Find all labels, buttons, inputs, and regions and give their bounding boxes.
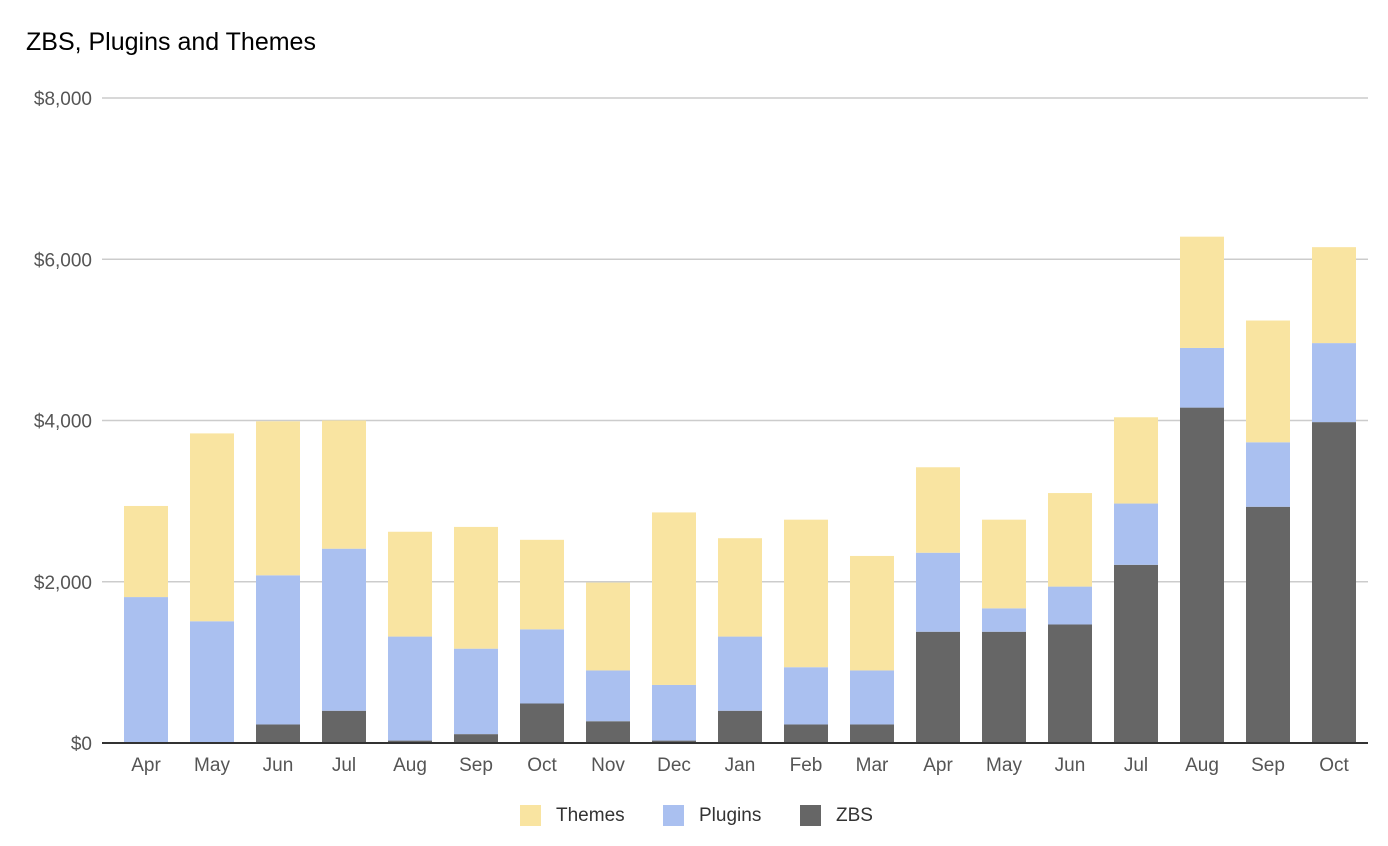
bar-zbs-sep-17: [1246, 506, 1290, 743]
x-tick-label: Jan: [725, 755, 756, 776]
bar-themes-jan-9: [718, 538, 762, 637]
bar-zbs-jun-14: [1048, 624, 1092, 743]
bar-plugins-jun-2: [256, 575, 300, 725]
bar-themes-sep-5: [454, 526, 498, 649]
x-tick-label: Sep: [1251, 755, 1285, 776]
legend-swatch-zbs: [800, 805, 821, 826]
x-axis-tick-labels: Apr May Jun Jul Aug Sep Oct Nov Dec Jan Feb Mar Apr M…: [131, 755, 1349, 776]
bar-zbs-jun-2: [256, 724, 300, 743]
legend-item-themes: Themes: [520, 805, 625, 826]
x-tick-label: Aug: [393, 755, 427, 776]
bar-plugins-may-1: [190, 621, 234, 743]
chart-title: ZBS, Plugins and Themes: [26, 28, 316, 56]
x-tick-label: May: [986, 755, 1022, 776]
bar-zbs-oct-6: [520, 703, 564, 743]
bar-themes-jun-2: [256, 421, 300, 576]
bar-plugins-sep-5: [454, 648, 498, 735]
x-tick-label: Feb: [790, 755, 823, 776]
legend-label-themes: Themes: [556, 805, 625, 826]
x-tick-label: Aug: [1185, 755, 1219, 776]
bar-plugins-aug-16: [1180, 347, 1224, 408]
x-tick-label: Nov: [591, 755, 625, 776]
bar-themes-nov-7: [586, 582, 630, 671]
legend-item-zbs: ZBS: [800, 805, 873, 826]
legend: Themes Plugins ZBS: [520, 805, 873, 826]
bar-plugins-aug-4: [388, 636, 432, 741]
bar-zbs-jul-3: [322, 710, 366, 743]
bar-plugins-sep-17: [1246, 442, 1290, 507]
bar-zbs-nov-7: [586, 721, 630, 743]
bar-themes-apr-0: [124, 505, 168, 598]
x-tick-label: Apr: [923, 755, 953, 776]
bar-themes-feb-10: [784, 519, 828, 668]
bar-zbs-jan-9: [718, 710, 762, 743]
bar-zbs-mar-11: [850, 724, 894, 743]
y-tick-label: $2,000: [34, 573, 92, 594]
legend-item-plugins: Plugins: [663, 805, 761, 826]
bar-themes-dec-8: [652, 512, 696, 685]
x-tick-label: May: [194, 755, 230, 776]
x-tick-label: Oct: [527, 755, 557, 776]
legend-swatch-plugins: [663, 805, 684, 826]
bar-plugins-mar-11: [850, 670, 894, 725]
bar-zbs-dec-8: [652, 740, 696, 743]
bar-zbs-aug-16: [1180, 407, 1224, 743]
y-tick-label: $0: [71, 734, 92, 755]
bars: [124, 236, 1356, 743]
y-tick-label: $4,000: [34, 412, 92, 433]
bar-plugins-apr-0: [124, 597, 168, 743]
bar-plugins-feb-10: [784, 667, 828, 725]
bar-themes-sep-17: [1246, 320, 1290, 443]
bar-themes-may-1: [190, 433, 234, 622]
x-tick-label: Apr: [131, 755, 161, 776]
bar-zbs-jul-15: [1114, 564, 1158, 743]
bar-themes-aug-16: [1180, 236, 1224, 348]
bar-plugins-dec-8: [652, 684, 696, 741]
x-tick-label: Oct: [1319, 755, 1349, 776]
y-tick-label: $6,000: [34, 250, 92, 271]
bar-plugins-oct-18: [1312, 343, 1356, 423]
bar-themes-apr-12: [916, 467, 960, 553]
x-tick-label: Mar: [856, 755, 889, 776]
bar-themes-jul-3: [322, 420, 366, 549]
bar-themes-mar-11: [850, 555, 894, 671]
y-axis-tick-labels: $0 $2,000 $4,000 $6,000 $8,000: [34, 89, 92, 755]
bar-zbs-oct-18: [1312, 422, 1356, 743]
legend-label-zbs: ZBS: [836, 805, 873, 826]
x-tick-label: Jun: [1055, 755, 1086, 776]
bar-themes-oct-6: [520, 539, 564, 630]
bar-plugins-oct-6: [520, 629, 564, 704]
bar-plugins-jul-15: [1114, 503, 1158, 565]
bar-plugins-apr-12: [916, 552, 960, 632]
legend-swatch-themes: [520, 805, 541, 826]
y-tick-label: $8,000: [34, 89, 92, 110]
x-tick-label: Jun: [263, 755, 294, 776]
legend-label-plugins: Plugins: [699, 805, 761, 826]
bar-plugins-jul-3: [322, 548, 366, 711]
bar-plugins-may-13: [982, 608, 1026, 632]
bar-zbs-sep-5: [454, 734, 498, 743]
x-tick-label: Dec: [657, 755, 691, 776]
x-tick-label: Jul: [332, 755, 356, 776]
bar-plugins-jan-9: [718, 636, 762, 711]
bar-themes-jun-14: [1048, 493, 1092, 587]
bar-plugins-nov-7: [586, 670, 630, 722]
bar-themes-oct-18: [1312, 247, 1356, 344]
bar-zbs-feb-10: [784, 724, 828, 743]
bar-themes-aug-4: [388, 531, 432, 637]
bar-zbs-aug-4: [388, 740, 432, 743]
x-tick-label: Sep: [459, 755, 493, 776]
bar-zbs-apr-12: [916, 631, 960, 743]
bar-zbs-may-13: [982, 631, 1026, 743]
x-tick-label: Jul: [1124, 755, 1148, 776]
bar-themes-may-13: [982, 519, 1026, 609]
bar-themes-jul-15: [1114, 417, 1158, 504]
bar-plugins-jun-14: [1048, 586, 1092, 625]
